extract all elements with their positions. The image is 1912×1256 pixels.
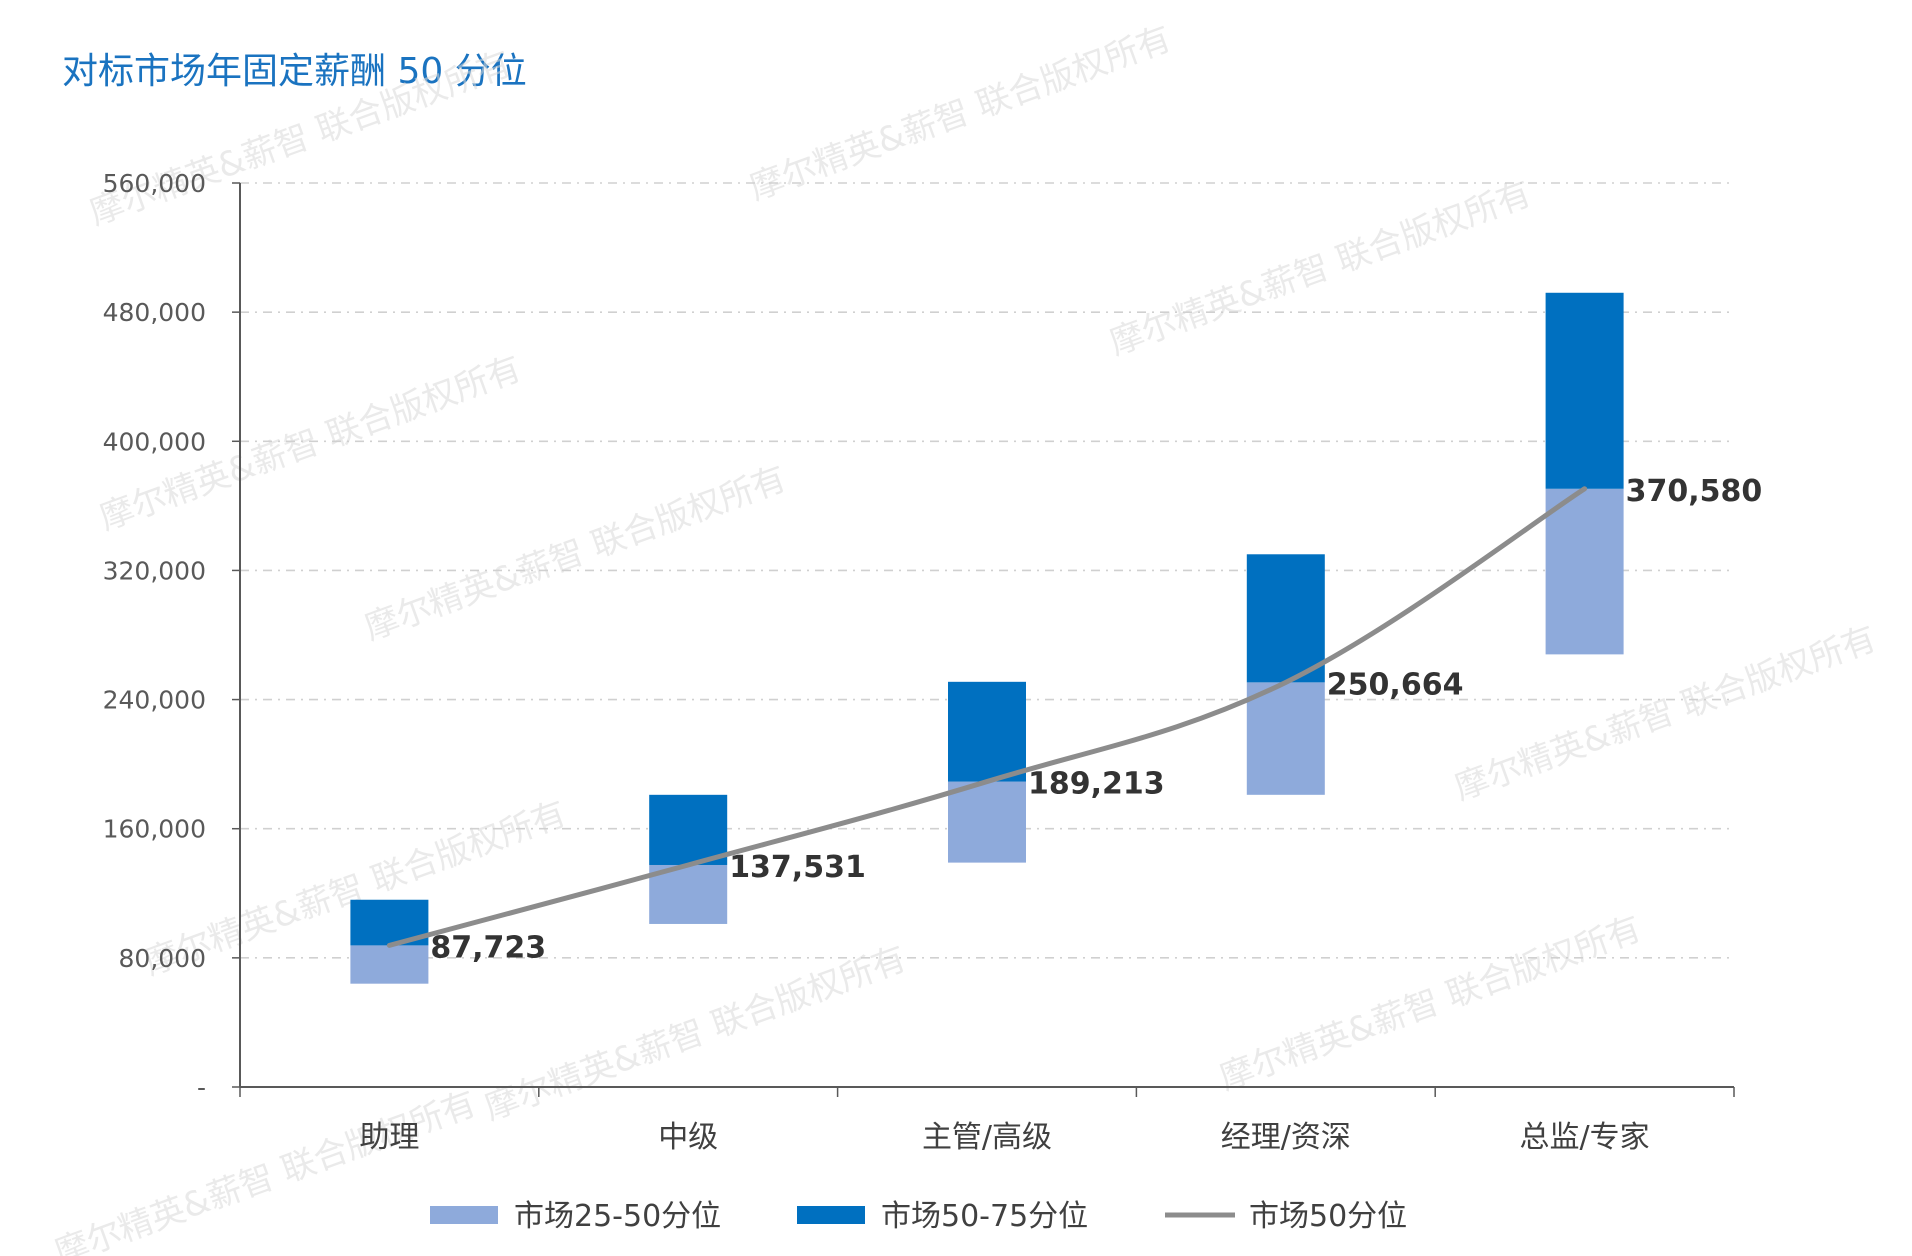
bar-segment-50-75 [649, 794, 728, 865]
x-category-label: 主管/高级 [922, 1120, 1052, 1155]
legend-label: 市场25-50分位 [514, 1199, 721, 1234]
bar-segment-25-50 [1246, 682, 1325, 795]
data-label: 189,213 [1028, 767, 1165, 802]
bars [350, 292, 1624, 984]
y-tick-label: 560,000 [103, 169, 206, 198]
watermark-text: 摩尔精英&薪智 联合版权所有 [479, 939, 911, 1129]
data-label: 370,580 [1626, 474, 1763, 509]
watermark-text: 摩尔精英&薪智 联合版权所有 [1104, 174, 1536, 364]
gridlines [240, 182, 1734, 959]
median-line-layer [386, 486, 1588, 948]
data-label: 250,664 [1327, 667, 1464, 702]
y-tick-label: 480,000 [103, 298, 206, 327]
data-labels: 87,723 137,531 189,213 250,664 370,580 [430, 474, 1762, 966]
y-tick-label: 320,000 [103, 556, 206, 585]
axes: - 80,000 160,000 240,000 320,000 400,000 480,0… [103, 169, 1735, 1155]
y-tick-label: 160,000 [103, 815, 206, 844]
data-label: 137,531 [729, 850, 866, 885]
bar-segment-25-50 [948, 781, 1026, 863]
watermark-text: 摩尔精英&薪智 联合版权所有 [84, 44, 516, 234]
x-category-label: 总监/专家 [1520, 1120, 1650, 1155]
watermark-text: 摩尔精英&薪智 联合版权所有 [359, 459, 791, 649]
bar-segment-50-75 [1246, 554, 1325, 683]
median-line [386, 486, 1588, 948]
bar-segment-25-50 [649, 864, 728, 924]
watermark-text: 摩尔精英&薪智 联合版权所有 [1449, 619, 1881, 809]
watermark-text: 摩尔精英&薪智 联合版权所有 [49, 1084, 481, 1256]
legend-swatch [430, 1206, 498, 1224]
y-tick-label: - [197, 1073, 206, 1102]
legend-swatch [797, 1206, 865, 1224]
watermark-text: 摩尔精英&薪智 联合版权所有 [1214, 909, 1646, 1099]
data-label: 87,723 [430, 930, 546, 965]
legend: 市场25-50分位 市场50-75分位 市场50分位 [430, 1199, 1407, 1234]
legend-label: 市场50分位 [1249, 1199, 1407, 1234]
x-category-label: 经理/资深 [1221, 1120, 1351, 1155]
bar-segment-25-50 [1545, 488, 1624, 655]
y-tick-label: 240,000 [103, 686, 206, 715]
bar-segment-50-75 [948, 681, 1026, 782]
x-category-label: 助理 [359, 1120, 419, 1155]
bar-segment-50-75 [1545, 292, 1624, 489]
x-category-label: 中级 [658, 1120, 718, 1155]
chart-title: 对标市场年固定薪酬 50 分位 [62, 51, 527, 92]
watermark-text: 摩尔精英&薪智 联合版权所有 [744, 19, 1176, 209]
y-tick-label: 80,000 [119, 944, 206, 973]
y-tick-label: 400,000 [103, 427, 206, 456]
bar-segment-25-50 [350, 945, 429, 984]
legend-label: 市场50-75分位 [881, 1199, 1088, 1234]
